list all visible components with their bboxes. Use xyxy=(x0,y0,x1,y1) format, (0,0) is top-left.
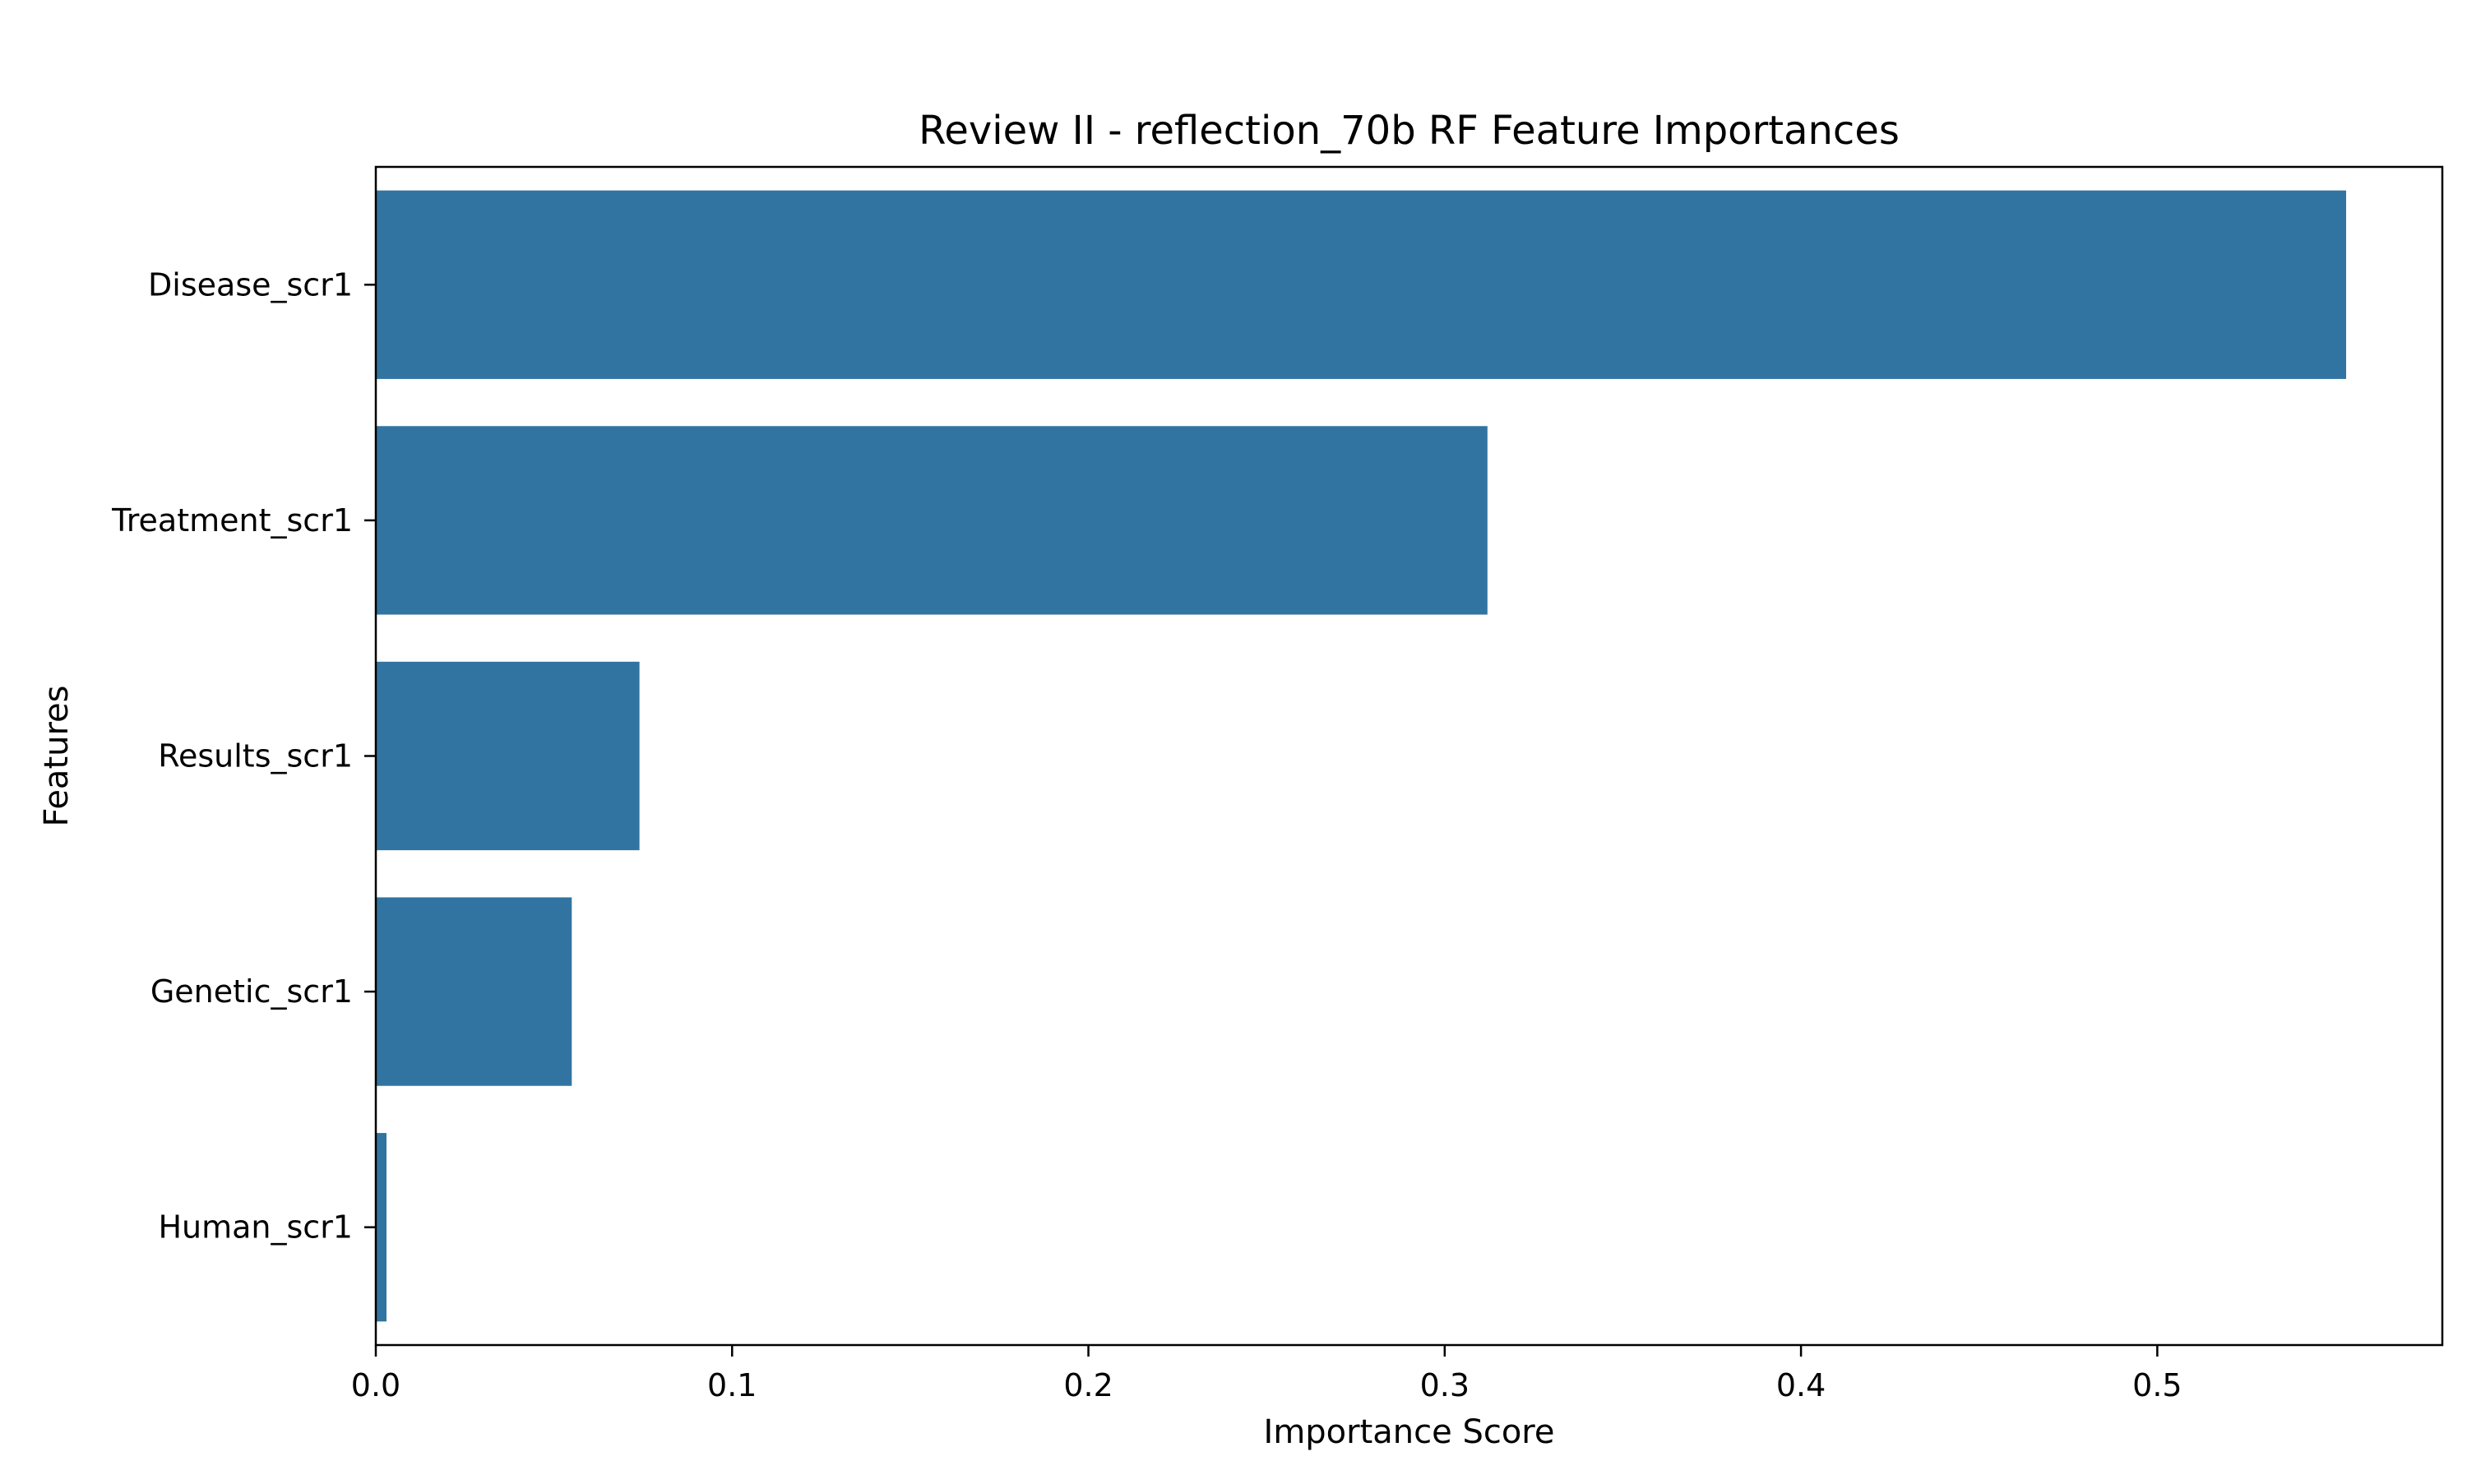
bar-genetic-scr1 xyxy=(376,897,572,1086)
y-tick-label: Disease_scr1 xyxy=(148,266,353,303)
x-tick-label: 0.2 xyxy=(1063,1367,1113,1403)
x-axis-label: Importance Score xyxy=(1264,1413,1555,1451)
x-tick-label: 0.5 xyxy=(2132,1367,2182,1403)
x-axis-ticks: 0.0 0.1 0.2 0.3 0.4 0.5 xyxy=(351,1345,2182,1403)
x-tick-label: 0.1 xyxy=(707,1367,757,1403)
y-axis-label: Features xyxy=(38,686,76,827)
y-tick-label: Genetic_scr1 xyxy=(150,973,353,1010)
x-tick-label: 0.4 xyxy=(1776,1367,1826,1403)
bar-disease-scr1 xyxy=(376,190,2347,379)
x-tick-label: 0.0 xyxy=(351,1367,400,1403)
bars-layer xyxy=(376,190,2347,1322)
bar-human-scr1 xyxy=(376,1133,386,1322)
bar-results-scr1 xyxy=(376,661,640,851)
y-axis-ticks: Disease_scr1 Treatment_scr1 Results_scr1 Ge… xyxy=(111,266,376,1246)
y-tick-label: Human_scr1 xyxy=(158,1209,353,1246)
chart-title: Review II - reflection_70b RF Feature Im… xyxy=(919,108,1900,154)
y-tick-label: Results_scr1 xyxy=(158,738,353,774)
y-tick-label: Treatment_scr1 xyxy=(111,502,353,539)
x-tick-label: 0.3 xyxy=(1420,1367,1470,1403)
bar-treatment-scr1 xyxy=(376,426,1488,615)
